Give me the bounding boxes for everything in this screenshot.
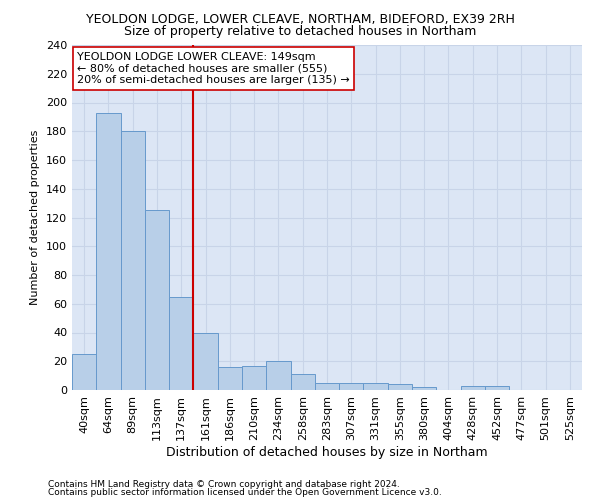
Bar [218,367,242,390]
Bar [290,374,315,390]
Bar [364,383,388,390]
Bar [461,386,485,390]
Bar [485,386,509,390]
Bar [412,387,436,390]
Text: YEOLDON LODGE, LOWER CLEAVE, NORTHAM, BIDEFORD, EX39 2RH: YEOLDON LODGE, LOWER CLEAVE, NORTHAM, BI… [86,12,514,26]
Bar [315,383,339,390]
Bar [339,383,364,390]
Bar [121,131,145,390]
Bar [193,332,218,390]
Text: Size of property relative to detached houses in Northam: Size of property relative to detached ho… [124,25,476,38]
Y-axis label: Number of detached properties: Number of detached properties [31,130,40,305]
Text: Contains HM Land Registry data © Crown copyright and database right 2024.: Contains HM Land Registry data © Crown c… [48,480,400,489]
Text: Contains public sector information licensed under the Open Government Licence v3: Contains public sector information licen… [48,488,442,497]
Bar [169,296,193,390]
X-axis label: Distribution of detached houses by size in Northam: Distribution of detached houses by size … [166,446,488,458]
Bar [72,354,96,390]
Bar [242,366,266,390]
Bar [266,361,290,390]
Bar [145,210,169,390]
Text: YEOLDON LODGE LOWER CLEAVE: 149sqm
← 80% of detached houses are smaller (555)
20: YEOLDON LODGE LOWER CLEAVE: 149sqm ← 80%… [77,52,350,85]
Bar [388,384,412,390]
Bar [96,112,121,390]
